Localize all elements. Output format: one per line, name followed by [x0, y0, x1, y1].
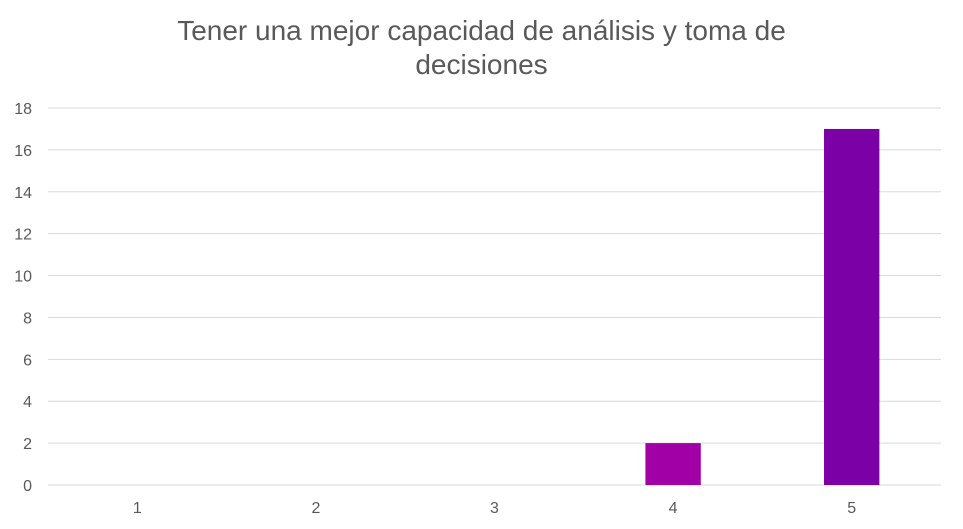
chart-title: Tener una mejor capacidad de análisis y … [0, 14, 963, 82]
y-tick-label: 12 [14, 227, 32, 244]
y-tick-label: 4 [23, 394, 32, 411]
y-tick-label: 14 [14, 185, 32, 202]
x-tick-label: 5 [847, 500, 856, 517]
chart-title-line-2: decisiones [415, 49, 548, 80]
x-axis-tick-labels: 1 2 3 4 5 [133, 500, 856, 517]
y-tick-label: 2 [23, 436, 32, 453]
bars [645, 128, 880, 485]
y-tick-label: 18 [14, 101, 32, 118]
x-tick-label: 4 [669, 500, 678, 517]
y-tick-label: 0 [23, 478, 32, 495]
x-tick-label: 1 [133, 500, 142, 517]
x-tick-label: 3 [490, 500, 499, 517]
chart-title-line-1: Tener una mejor capacidad de análisis y … [177, 15, 786, 46]
y-tick-label: 6 [23, 352, 32, 369]
y-tick-label: 10 [14, 269, 32, 286]
bar-5 [824, 128, 880, 485]
y-tick-label: 8 [23, 310, 32, 327]
gridlines [48, 107, 941, 486]
bar-4 [645, 443, 701, 485]
y-axis-tick-labels: 0 2 4 6 8 10 12 14 16 18 [14, 101, 32, 495]
x-tick-label: 2 [311, 500, 320, 517]
y-tick-label: 16 [14, 143, 32, 160]
